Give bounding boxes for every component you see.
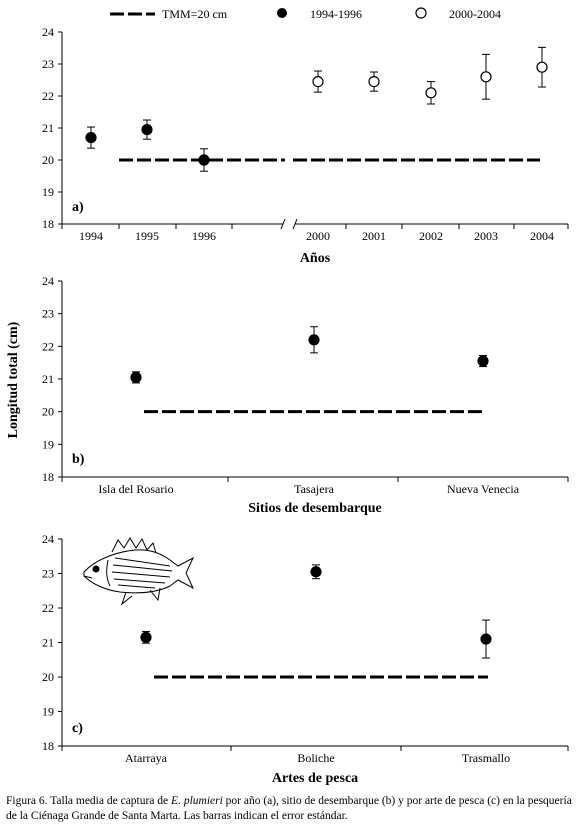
caption-species: E. plumieri bbox=[171, 795, 223, 807]
data-point-filled bbox=[308, 334, 320, 346]
y-tick-label: 23 bbox=[42, 307, 54, 321]
axis-break-mark bbox=[292, 218, 298, 230]
data-point-open bbox=[312, 75, 324, 88]
x-tick-label: Boliche bbox=[297, 751, 334, 765]
data-point-filled bbox=[141, 124, 153, 136]
data-point-open bbox=[536, 61, 548, 73]
y-tick-label: 18 bbox=[42, 217, 54, 231]
y-tick-label: 19 bbox=[42, 185, 54, 199]
legend-series2-label: 2000-2004 bbox=[449, 7, 501, 21]
panel-c: 18 19 20 21 22 23 24 Atarraya Boliche Trasmallo Ar… bbox=[42, 532, 569, 786]
y-tick-label: 22 bbox=[42, 89, 54, 103]
y-tick-label: 18 bbox=[42, 739, 54, 753]
x-tick-label: 2001 bbox=[362, 229, 386, 243]
data-point-filled bbox=[477, 355, 489, 367]
shared-y-axis-label: Longitud total (cm) bbox=[6, 321, 21, 438]
x-tick-label: 2003 bbox=[474, 229, 498, 243]
y-tick-label: 20 bbox=[42, 405, 54, 419]
fish-illustration bbox=[83, 537, 195, 606]
x-axis-title: Artes de pesca bbox=[272, 771, 358, 786]
y-tick-label: 20 bbox=[42, 153, 54, 167]
y-tick-label: 21 bbox=[42, 372, 54, 386]
panel-b: 18 19 20 21 22 23 24 Isla del Rosario Tasajera Nu… bbox=[42, 274, 569, 516]
x-tick-label: Nueva Venecia bbox=[447, 482, 520, 496]
y-tick-label: 24 bbox=[42, 274, 54, 288]
caption-prefix: Figura 6. Talla media de captura de bbox=[6, 795, 172, 807]
y-tick-label: 21 bbox=[42, 121, 54, 135]
y-tick-label: 20 bbox=[42, 670, 54, 684]
legend-series1-label: 1994-1996 bbox=[310, 7, 362, 21]
x-tick-label: 1996 bbox=[192, 229, 216, 243]
data-point-open bbox=[425, 87, 437, 99]
x-tick-label: Tasajera bbox=[294, 482, 334, 496]
data-point-open bbox=[480, 71, 492, 83]
data-point-filled bbox=[480, 633, 492, 645]
x-tick-label: 2002 bbox=[419, 229, 443, 243]
figure-caption: Figura 6. Talla media de captura de E. p… bbox=[6, 794, 574, 824]
legend-filled-marker bbox=[277, 8, 287, 18]
x-tick-label: Atarraya bbox=[125, 751, 168, 765]
panel-a: 18 19 20 21 22 23 24 1994 1995 1996 2000 2001 2002 20… bbox=[42, 25, 569, 266]
legend-open-marker bbox=[415, 7, 427, 19]
y-tick-label: 19 bbox=[42, 437, 54, 451]
data-point-filled bbox=[130, 371, 142, 383]
y-tick-label: 23 bbox=[42, 567, 54, 581]
panel-letter: c) bbox=[72, 721, 83, 736]
legend-tmm-label: TMM=20 cm bbox=[162, 7, 228, 21]
x-tick-label: Trasmallo bbox=[462, 751, 510, 765]
data-point-filled bbox=[310, 566, 322, 578]
y-tick-label: 22 bbox=[42, 601, 54, 615]
y-tick-label: 22 bbox=[42, 339, 54, 353]
y-tick-label: 24 bbox=[42, 25, 54, 39]
y-tick-label: 24 bbox=[42, 532, 54, 546]
x-tick-label: 2004 bbox=[530, 229, 554, 243]
x-tick-label: 1994 bbox=[79, 229, 103, 243]
panel-letter: a) bbox=[72, 200, 84, 215]
legend: TMM=20 cm 1994-1996 2000-2004 bbox=[110, 7, 501, 21]
x-tick-label: 1995 bbox=[135, 229, 159, 243]
panel-letter: b) bbox=[72, 452, 85, 467]
axis-break-mark bbox=[280, 218, 286, 230]
x-axis-title: Años bbox=[300, 251, 331, 266]
y-tick-label: 19 bbox=[42, 705, 54, 719]
y-tick-label: 23 bbox=[42, 57, 54, 71]
y-tick-label: 18 bbox=[42, 470, 54, 484]
x-tick-label: 2000 bbox=[306, 229, 330, 243]
caption-suffix: por año (a), sitio de desembarque (b) y … bbox=[6, 795, 572, 822]
data-point-filled bbox=[85, 132, 97, 144]
data-point-filled bbox=[140, 631, 152, 643]
x-axis-title: Sitios de desembarque bbox=[248, 501, 382, 516]
y-tick-label: 21 bbox=[42, 636, 54, 650]
data-point-filled bbox=[198, 154, 210, 166]
data-point-open bbox=[368, 75, 380, 88]
x-tick-label: Isla del Rosario bbox=[98, 482, 173, 496]
